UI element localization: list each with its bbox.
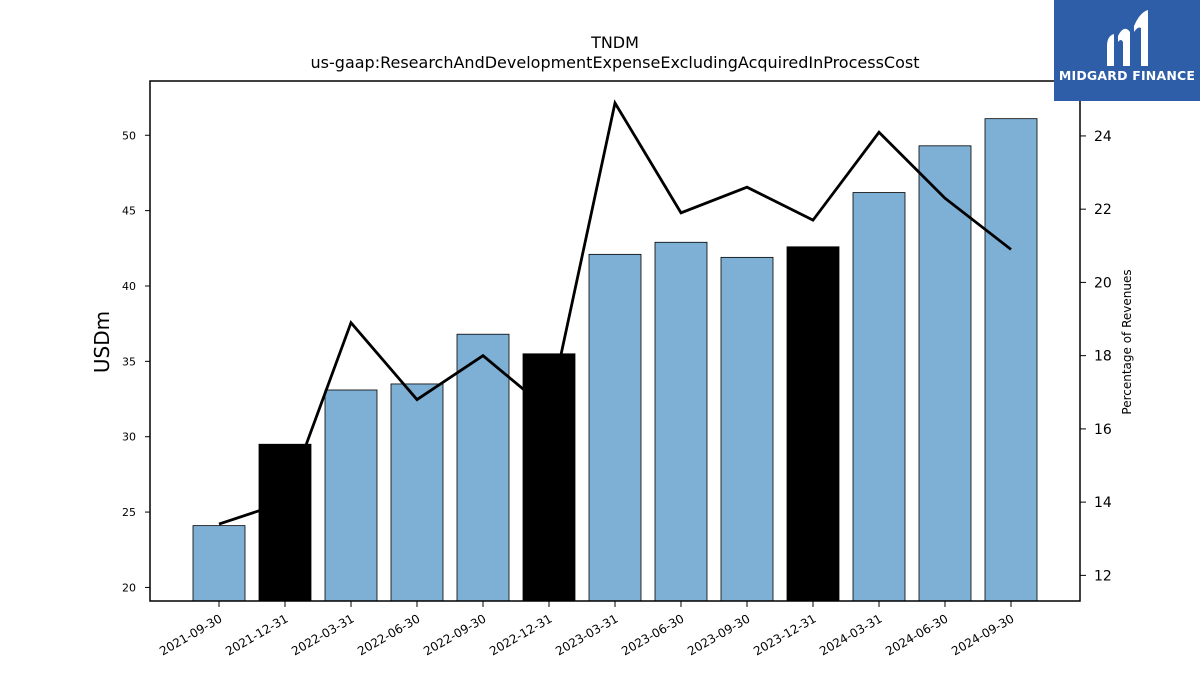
y-tick-label: 45	[122, 205, 136, 218]
bar	[918, 145, 972, 602]
x-tick-label: 2021-09-30	[157, 611, 224, 658]
chart-title: TNDM	[590, 33, 639, 52]
series-line	[218, 99, 1012, 526]
bar-group	[192, 118, 1038, 602]
bar	[786, 246, 840, 602]
y-tick-label: 40	[122, 280, 136, 293]
bar	[324, 389, 378, 602]
x-tick-label: 2024-03-31	[817, 611, 884, 658]
y2-tick-label: 14	[1094, 495, 1112, 511]
y-tick-label: 30	[122, 431, 136, 444]
x-tick-label: 2023-06-30	[619, 611, 686, 658]
x-tick-label: 2023-03-31	[553, 611, 620, 658]
y-tick-label: 35	[122, 355, 136, 368]
bar	[522, 353, 576, 602]
y2-tick-label: 24	[1094, 129, 1112, 145]
bar	[588, 253, 642, 602]
bar	[192, 525, 246, 602]
chart-subtitle: us-gaap:ResearchAndDevelopmentExpenseExc…	[311, 53, 920, 72]
bar	[456, 333, 510, 602]
bar	[258, 443, 312, 602]
line-layer	[218, 99, 1012, 526]
x-tick-label: 2023-09-30	[685, 611, 752, 658]
y-tick-label: 20	[122, 581, 136, 594]
y2-axis-label: Percentage of Revenues	[1120, 269, 1134, 414]
y2-tick-label: 22	[1094, 202, 1112, 218]
y-axis-label: USDm	[90, 311, 114, 373]
y2-tick-label: 16	[1094, 422, 1112, 438]
x-tick-label: 2024-09-30	[949, 611, 1016, 658]
x-tick-label: 2021-12-31	[223, 611, 290, 658]
y2-tick-label: 18	[1094, 349, 1112, 365]
x-tick-label: 2023-12-31	[751, 611, 818, 658]
logo-mark-icon	[1107, 10, 1148, 66]
bar	[654, 241, 708, 602]
y-tick-label: 50	[122, 129, 136, 142]
logo-text: MIDGARD FINANCE	[1058, 68, 1196, 83]
x-tick-label: 2022-09-30	[421, 611, 488, 658]
y-tick-label: 25	[122, 506, 136, 519]
x-tick-label: 2024-06-30	[883, 611, 950, 658]
x-tick-label: 2022-12-31	[487, 611, 554, 658]
bar	[720, 256, 774, 602]
x-tick-label: 2022-06-30	[355, 611, 422, 658]
y2-tick-label: 12	[1094, 568, 1112, 584]
x-tick-label: 2022-03-31	[289, 611, 356, 658]
bar	[984, 118, 1038, 602]
y2-tick-label: 20	[1094, 275, 1112, 291]
brand-logo: MIDGARD FINANCE	[1054, 0, 1200, 101]
bar	[390, 383, 444, 602]
bar	[852, 192, 906, 602]
